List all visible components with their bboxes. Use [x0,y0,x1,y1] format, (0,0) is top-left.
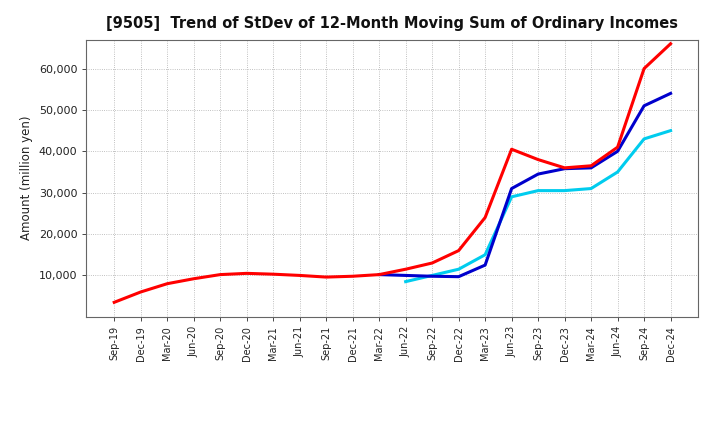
Title: [9505]  Trend of StDev of 12-Month Moving Sum of Ordinary Incomes: [9505] Trend of StDev of 12-Month Moving… [107,16,678,32]
7 Years [534,188,542,193]
3 Years [560,165,569,170]
3 Years [454,248,463,253]
7 Years [454,267,463,272]
Line: 7 Years: 7 Years [405,131,670,282]
3 Years [401,267,410,272]
7 Years [666,128,675,133]
5 Years [534,172,542,177]
5 Years [428,274,436,279]
3 Years [348,274,357,279]
3 Years [110,300,119,305]
5 Years [508,186,516,191]
3 Years [587,163,595,169]
5 Years [401,273,410,278]
3 Years [269,271,277,277]
Line: 5 Years: 5 Years [379,93,670,277]
7 Years [560,188,569,193]
3 Years [243,271,251,276]
3 Years [136,290,145,295]
7 Years [613,169,622,175]
3 Years [640,66,649,71]
5 Years [587,165,595,170]
3 Years [189,276,198,281]
3 Years [295,273,304,278]
Y-axis label: Amount (million yen): Amount (million yen) [20,116,33,240]
7 Years [481,252,490,257]
5 Years [375,272,384,277]
5 Years [640,103,649,108]
3 Years [375,272,384,277]
7 Years [428,273,436,278]
5 Years [613,149,622,154]
3 Years [163,281,171,286]
3 Years [428,260,436,266]
7 Years [401,279,410,284]
3 Years [666,41,675,46]
5 Years [454,274,463,279]
3 Years [322,275,330,280]
3 Years [534,157,542,162]
7 Years [587,186,595,191]
5 Years [560,166,569,171]
3 Years [481,215,490,220]
Line: 3 Years: 3 Years [114,44,670,302]
5 Years [666,91,675,96]
5 Years [481,262,490,268]
7 Years [508,194,516,199]
3 Years [613,144,622,150]
7 Years [640,136,649,142]
3 Years [216,272,225,277]
3 Years [508,147,516,152]
